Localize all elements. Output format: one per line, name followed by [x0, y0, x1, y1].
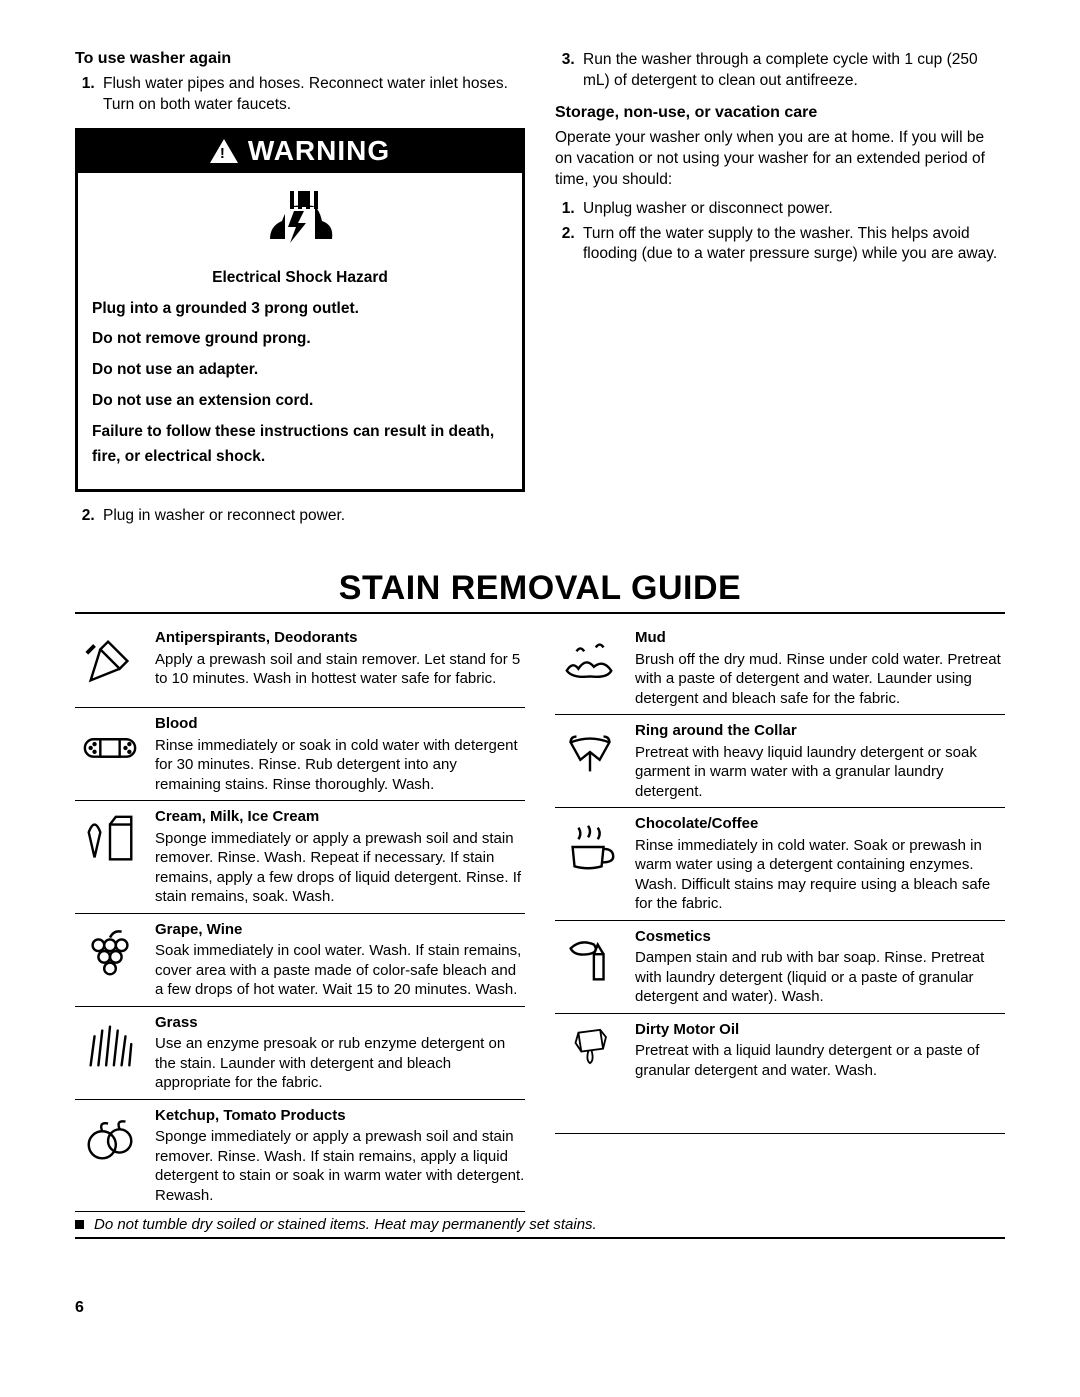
stain-item: Blood Rinse immediately or soak in cold … [75, 708, 525, 801]
right-intro: Operate your washer only when you are at… [555, 128, 1005, 191]
grapes-icon [75, 920, 145, 1000]
stain-title: Antiperspirants, Deodorants [155, 628, 525, 648]
stain-item: Grape, Wine Soak immediately in cool wat… [75, 914, 525, 1007]
list-item: Flush water pipes and hoses. Reconnect w… [99, 74, 525, 116]
page-root: To use washer again Flush water pipes an… [0, 0, 1080, 1347]
stain-body: Soak immediately in cool water. Wash. If… [155, 941, 525, 1000]
warning-line: Plug into a grounded 3 prong outlet. [92, 297, 508, 322]
stain-title: Ring around the Collar [635, 721, 1005, 741]
stain-body: Sponge immediately or apply a prewash so… [155, 829, 525, 907]
stain-body: Pretreat with heavy liquid laundry deter… [635, 743, 1005, 802]
guide-title: STAIN REMOVAL GUIDE [75, 569, 1005, 608]
stain-body: Sponge immediately or apply a prewash so… [155, 1127, 525, 1205]
stain-title: Mud [635, 628, 1005, 648]
hazard-title: Electrical Shock Hazard [92, 266, 508, 291]
stain-item: Cream, Milk, Ice Cream Sponge immediatel… [75, 801, 525, 914]
left-heading: To use washer again [75, 50, 525, 68]
bandage-icon [75, 714, 145, 794]
stain-item: Antiperspirants, Deodorants Apply a prew… [75, 622, 525, 708]
grass-icon [75, 1013, 145, 1093]
footer-note-text: Do not tumble dry soiled or stained item… [94, 1216, 597, 1233]
warning-body: Electrical Shock Hazard Plug into a grou… [78, 266, 522, 490]
warning-word: WARNING [248, 135, 390, 167]
bullet-square-icon [75, 1220, 84, 1229]
stain-col-left: Antiperspirants, Deodorants Apply a prew… [75, 622, 525, 1212]
stain-title: Ketchup, Tomato Products [155, 1106, 525, 1126]
warning-line: Failure to follow these instructions can… [92, 420, 508, 470]
stain-columns: Antiperspirants, Deodorants Apply a prew… [75, 622, 1005, 1212]
warning-line: Do not remove ground prong. [92, 327, 508, 352]
stain-title: Grass [155, 1013, 525, 1033]
stain-title: Grape, Wine [155, 920, 525, 940]
mud-icon [555, 628, 625, 708]
motor-oil-icon [555, 1020, 625, 1127]
ice-cream-icon [75, 807, 145, 907]
warning-icon-area [78, 173, 522, 266]
page-number: 6 [75, 1299, 1005, 1317]
stain-body: Dampen stain and rub with bar soap. Rins… [635, 948, 1005, 1007]
list-left-2: Plug in washer or reconnect power. [75, 506, 525, 527]
stain-body: Rinse immediately or soak in cold water … [155, 736, 525, 795]
list-right-4: Unplug washer or disconnect power. Turn … [555, 199, 1005, 266]
deodorant-icon [75, 628, 145, 701]
warning-line: Do not use an adapter. [92, 358, 508, 383]
list-left-1: Flush water pipes and hoses. Reconnect w… [75, 74, 525, 116]
stain-body: Brush off the dry mud. Rinse under cold … [635, 650, 1005, 709]
stain-item: Chocolate/Coffee Rinse immediately in co… [555, 808, 1005, 921]
stain-title: Chocolate/Coffee [635, 814, 1005, 834]
stain-body: Apply a prewash soil and stain remover. … [155, 650, 525, 689]
col-right: Run the washer through a complete cycle … [555, 50, 1005, 539]
list-right-3: Run the washer through a complete cycle … [555, 50, 1005, 92]
list-item: Plug in washer or reconnect power. [99, 506, 525, 527]
col-left: To use washer again Flush water pipes an… [75, 50, 525, 539]
lipstick-icon [555, 927, 625, 1007]
warning-box: WARNING Electrical Shock Hazard [75, 128, 525, 493]
warning-header: WARNING [78, 131, 522, 173]
stain-title: Blood [155, 714, 525, 734]
footer-note: Do not tumble dry soiled or stained item… [75, 1212, 1005, 1239]
right-heading: Storage, non-use, or vacation care [555, 104, 1005, 122]
list-item: Run the washer through a complete cycle … [579, 50, 1005, 92]
guide-top-rule [75, 612, 1005, 614]
stain-item: Ring around the Collar Pretreat with hea… [555, 715, 1005, 808]
stain-body: Rinse immediately in cold water. Soak or… [635, 836, 1005, 914]
stain-col-right: Mud Brush off the dry mud. Rinse under c… [555, 622, 1005, 1212]
stain-title: Cream, Milk, Ice Cream [155, 807, 525, 827]
stain-item: Grass Use an enzyme presoak or rub enzym… [75, 1007, 525, 1100]
stain-item: Ketchup, Tomato Products Sponge immediat… [75, 1100, 525, 1213]
stain-title: Dirty Motor Oil [635, 1020, 1005, 1040]
top-columns: To use washer again Flush water pipes an… [75, 50, 1005, 539]
coffee-cup-icon [555, 814, 625, 914]
stain-title: Cosmetics [635, 927, 1005, 947]
warning-line: Do not use an extension cord. [92, 389, 508, 414]
electric-shock-icon [260, 181, 340, 251]
list-item: Unplug washer or disconnect power. [579, 199, 1005, 220]
list-item: Turn off the water supply to the washer.… [579, 224, 1005, 266]
stain-item: Mud Brush off the dry mud. Rinse under c… [555, 622, 1005, 715]
stain-body: Pretreat with a liquid laundry detergent… [635, 1041, 1005, 1080]
stain-item: Dirty Motor Oil Pretreat with a liquid l… [555, 1014, 1005, 1134]
tomato-icon [75, 1106, 145, 1206]
collar-icon [555, 721, 625, 801]
stain-body: Use an enzyme presoak or rub enzyme dete… [155, 1034, 525, 1093]
warning-triangle-icon [210, 139, 238, 163]
stain-item: Cosmetics Dampen stain and rub with bar … [555, 921, 1005, 1014]
